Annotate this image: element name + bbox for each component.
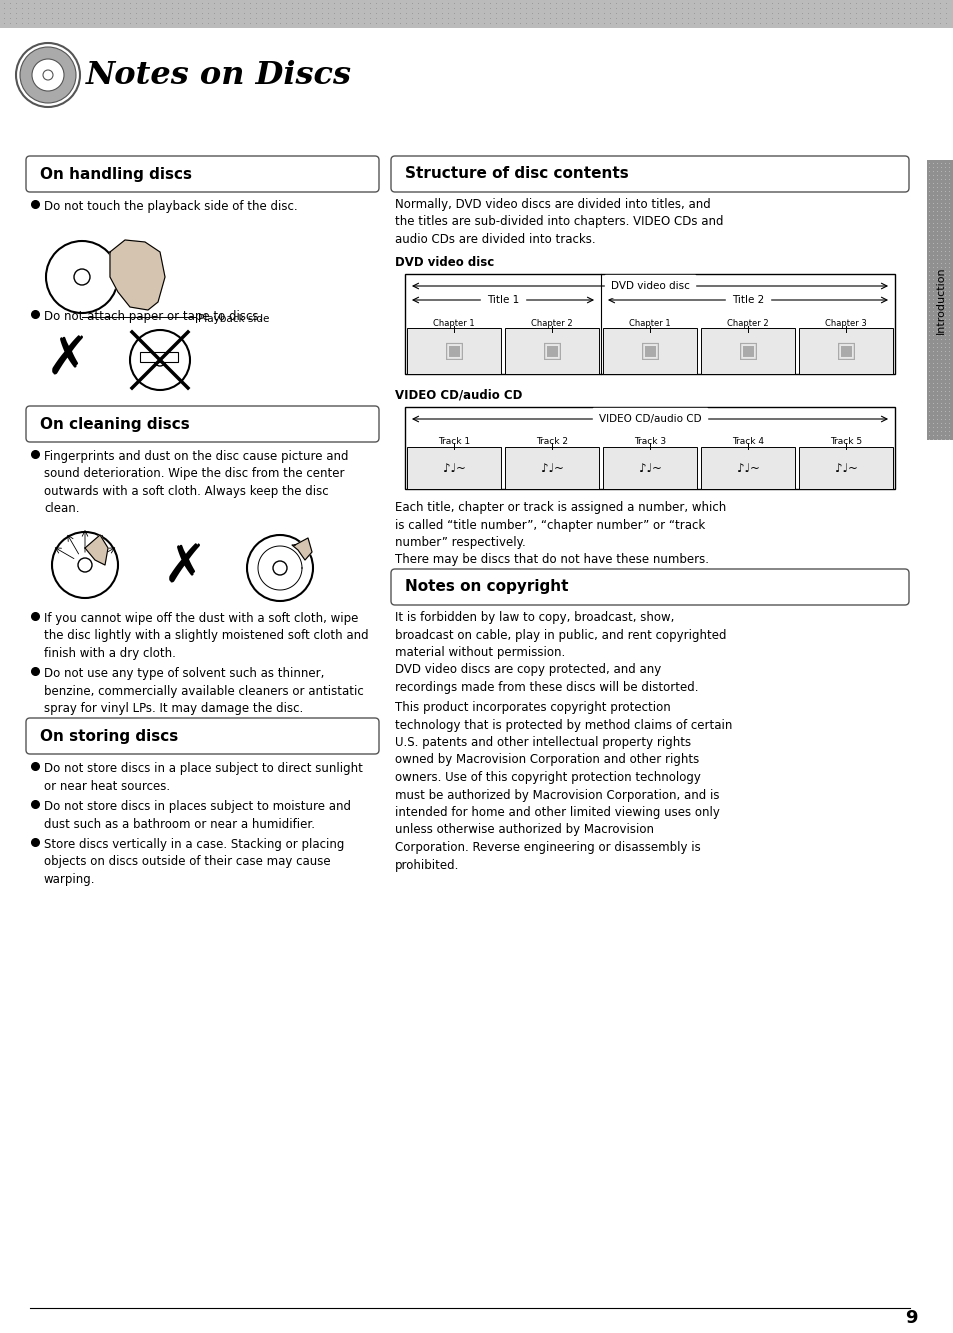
Text: Do not store discs in a place subject to direct sunlight
or near heat sources.: Do not store discs in a place subject to… bbox=[44, 762, 362, 793]
Text: Store discs vertically in a case. Stacking or placing
objects on discs outside o: Store discs vertically in a case. Stacki… bbox=[44, 838, 344, 886]
Text: ▣: ▣ bbox=[443, 341, 464, 361]
Bar bbox=[504, 328, 598, 375]
Polygon shape bbox=[85, 535, 108, 565]
Text: DVD video disc: DVD video disc bbox=[610, 281, 689, 291]
Text: Playback side: Playback side bbox=[198, 315, 269, 324]
Text: Chapter 2: Chapter 2 bbox=[531, 320, 572, 328]
Bar bbox=[799, 447, 892, 489]
Polygon shape bbox=[292, 539, 312, 560]
Bar bbox=[140, 352, 178, 363]
Bar bbox=[799, 328, 892, 375]
Text: Track 5: Track 5 bbox=[829, 436, 862, 445]
Text: Track 1: Track 1 bbox=[437, 436, 470, 445]
Text: VIDEO CD/audio CD: VIDEO CD/audio CD bbox=[598, 415, 700, 424]
Text: Notes on Discs: Notes on Discs bbox=[86, 60, 352, 91]
Text: ▣: ▣ bbox=[737, 341, 758, 361]
Bar bbox=[700, 328, 794, 375]
Text: Fingerprints and dust on the disc cause picture and
sound deterioration. Wipe th: Fingerprints and dust on the disc cause … bbox=[44, 451, 348, 516]
FancyBboxPatch shape bbox=[26, 407, 378, 443]
Text: On storing discs: On storing discs bbox=[40, 729, 178, 744]
Text: This product incorporates copyright protection
technology that is protected by m: This product incorporates copyright prot… bbox=[395, 701, 732, 872]
Text: ♪♩~: ♪♩~ bbox=[736, 461, 759, 475]
Text: It is forbidden by law to copy, broadcast, show,
broadcast on cable, play in pub: It is forbidden by law to copy, broadcas… bbox=[395, 611, 726, 659]
Circle shape bbox=[74, 269, 90, 285]
Bar bbox=[405, 407, 894, 489]
Bar bbox=[602, 447, 697, 489]
Circle shape bbox=[32, 59, 64, 91]
Text: Track 4: Track 4 bbox=[731, 436, 763, 445]
Circle shape bbox=[78, 559, 91, 572]
Text: 9: 9 bbox=[904, 1309, 917, 1326]
Text: DVD video disc: DVD video disc bbox=[395, 256, 494, 269]
Text: Introduction: Introduction bbox=[935, 267, 944, 333]
Text: On handling discs: On handling discs bbox=[40, 167, 192, 181]
Text: Do not use any type of solvent such as thinner,
benzine, commercially available : Do not use any type of solvent such as t… bbox=[44, 666, 363, 714]
FancyBboxPatch shape bbox=[391, 569, 908, 605]
Text: If you cannot wipe off the dust with a soft cloth, wipe
the disc lightly with a : If you cannot wipe off the dust with a s… bbox=[44, 612, 368, 660]
Text: Do not touch the playback side of the disc.: Do not touch the playback side of the di… bbox=[44, 200, 297, 213]
Bar bbox=[407, 447, 500, 489]
Text: ✗: ✗ bbox=[163, 543, 207, 595]
Circle shape bbox=[247, 535, 313, 601]
Text: On cleaning discs: On cleaning discs bbox=[40, 416, 190, 432]
Text: Chapter 2: Chapter 2 bbox=[726, 320, 768, 328]
Circle shape bbox=[153, 355, 166, 367]
Text: VIDEO CD/audio CD: VIDEO CD/audio CD bbox=[395, 389, 522, 403]
Bar bbox=[407, 328, 500, 375]
Bar bbox=[405, 275, 894, 375]
Text: Do not store discs in places subject to moisture and
dust such as a bathroom or : Do not store discs in places subject to … bbox=[44, 800, 351, 830]
Text: Each title, chapter or track is assigned a number, which
is called “title number: Each title, chapter or track is assigned… bbox=[395, 501, 725, 567]
Text: ♪♩~: ♪♩~ bbox=[834, 461, 857, 475]
Text: ♪♩~: ♪♩~ bbox=[540, 461, 563, 475]
Text: Notes on copyright: Notes on copyright bbox=[405, 580, 568, 595]
Bar bbox=[504, 447, 598, 489]
Text: Track 2: Track 2 bbox=[536, 436, 567, 445]
Circle shape bbox=[52, 532, 118, 599]
Text: ▣: ▣ bbox=[541, 341, 562, 361]
Bar bbox=[700, 447, 794, 489]
Text: Title 1: Title 1 bbox=[486, 295, 518, 305]
Circle shape bbox=[273, 561, 287, 575]
FancyBboxPatch shape bbox=[26, 156, 378, 192]
Polygon shape bbox=[110, 240, 165, 311]
Text: ▣: ▣ bbox=[835, 341, 856, 361]
Text: ✗: ✗ bbox=[46, 335, 90, 387]
FancyBboxPatch shape bbox=[26, 718, 378, 754]
Text: Chapter 1: Chapter 1 bbox=[629, 320, 670, 328]
Circle shape bbox=[46, 241, 118, 313]
Text: ♪♩~: ♪♩~ bbox=[442, 461, 465, 475]
Circle shape bbox=[20, 47, 76, 103]
Text: Structure of disc contents: Structure of disc contents bbox=[405, 167, 628, 181]
Text: DVD video discs are copy protected, and any
recordings made from these discs wil: DVD video discs are copy protected, and … bbox=[395, 663, 698, 693]
Text: Track 3: Track 3 bbox=[634, 436, 665, 445]
Circle shape bbox=[130, 331, 190, 391]
Text: Chapter 3: Chapter 3 bbox=[824, 320, 866, 328]
FancyBboxPatch shape bbox=[391, 156, 908, 192]
Text: Normally, DVD video discs are divided into titles, and
the titles are sub-divide: Normally, DVD video discs are divided in… bbox=[395, 199, 722, 247]
Bar bbox=[926, 160, 953, 440]
Circle shape bbox=[43, 71, 53, 80]
Text: ▣: ▣ bbox=[639, 341, 659, 361]
Text: ♪♩~: ♪♩~ bbox=[638, 461, 660, 475]
Text: Do not attach paper or tape to discs.: Do not attach paper or tape to discs. bbox=[44, 311, 262, 323]
Bar bbox=[0, 0, 953, 28]
Text: Title 2: Title 2 bbox=[731, 295, 763, 305]
Bar bbox=[602, 328, 697, 375]
Circle shape bbox=[16, 43, 80, 107]
Text: Chapter 1: Chapter 1 bbox=[433, 320, 475, 328]
